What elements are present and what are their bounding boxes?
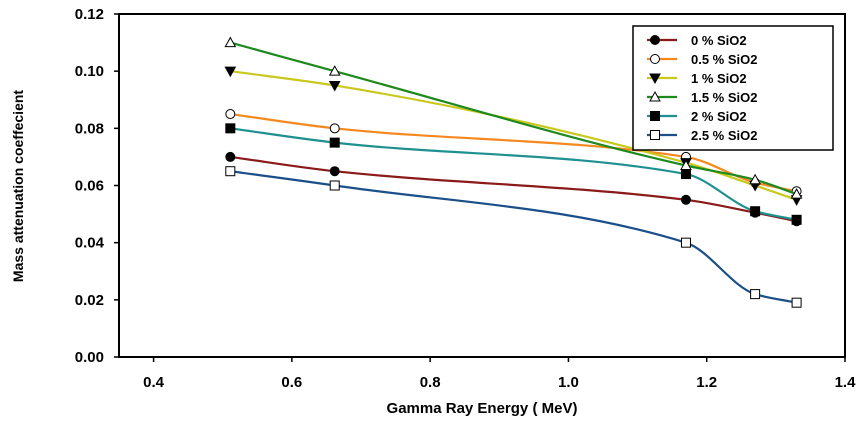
legend-item: 2.5 % SiO2 [647, 128, 757, 143]
legend: 0 % SiO2 0.5 % SiO2 1 % SiO2 1.5 % SiO2 2 % … [632, 25, 834, 151]
legend-item: 1 % SiO2 [647, 71, 747, 86]
series-6 [225, 166, 802, 308]
data-point [328, 80, 341, 92]
data-point [225, 109, 236, 120]
series-5 [225, 123, 802, 225]
data-point [749, 173, 761, 185]
data-point [680, 169, 691, 180]
data-point [680, 194, 691, 205]
legend-marker [650, 35, 660, 45]
y-axis-title: Mass attenuation coeffecient [10, 90, 26, 282]
data-point [329, 137, 340, 148]
data-point [329, 180, 340, 191]
x-tick-label: 1.4 [835, 374, 856, 391]
legend-item: 0.5 % SiO2 [647, 52, 757, 67]
data-point [224, 66, 237, 78]
data-point [224, 36, 237, 48]
legend-label: 0.5 % SiO2 [691, 52, 757, 67]
data-point [790, 188, 803, 199]
x-tick-label: 0.6 [281, 374, 302, 391]
legend-box [632, 25, 834, 151]
legend-item: 2 % SiO2 [647, 109, 747, 124]
x-tick-label: 1.2 [696, 374, 717, 391]
legend-marker [649, 90, 661, 102]
data-point [750, 289, 761, 300]
data-point [225, 166, 236, 177]
y-tick-label: 0.08 [75, 120, 104, 137]
legend-marker [650, 130, 660, 140]
legend-marker [650, 111, 660, 121]
data-point [328, 65, 341, 76]
legend-marker [649, 73, 661, 85]
x-tick-label: 1.0 [558, 374, 579, 391]
x-axis-title: Gamma Ray Energy ( MeV) [387, 400, 578, 417]
data-point [329, 166, 340, 177]
x-tick-label: 0.8 [420, 374, 441, 391]
data-point [680, 237, 691, 248]
y-tick-label: 0.12 [75, 6, 104, 23]
y-tick-label: 0.10 [75, 63, 104, 80]
legend-label: 1.5 % SiO2 [691, 90, 757, 105]
data-point [225, 123, 236, 134]
data-point [750, 206, 761, 217]
legend-label: 2 % SiO2 [691, 109, 747, 124]
data-point [329, 123, 340, 134]
legend-label: 1 % SiO2 [691, 71, 747, 86]
data-point [791, 297, 802, 308]
y-tick-label: 0.06 [75, 178, 104, 195]
data-point [225, 151, 236, 162]
legend-marker [650, 54, 660, 64]
data-point [791, 214, 802, 225]
series-line [230, 155, 797, 223]
legend-item: 0 % SiO2 [647, 33, 747, 48]
legend-item: 1.5 % SiO2 [647, 90, 757, 105]
legend-label: 0 % SiO2 [691, 33, 747, 48]
y-tick-label: 0.02 [75, 292, 104, 309]
legend-label: 2.5 % SiO2 [691, 128, 757, 143]
x-tick-label: 0.4 [143, 374, 165, 391]
y-tick-label: 0.04 [75, 235, 105, 252]
series-line [230, 170, 797, 304]
y-tick-label: 0.00 [75, 349, 104, 366]
